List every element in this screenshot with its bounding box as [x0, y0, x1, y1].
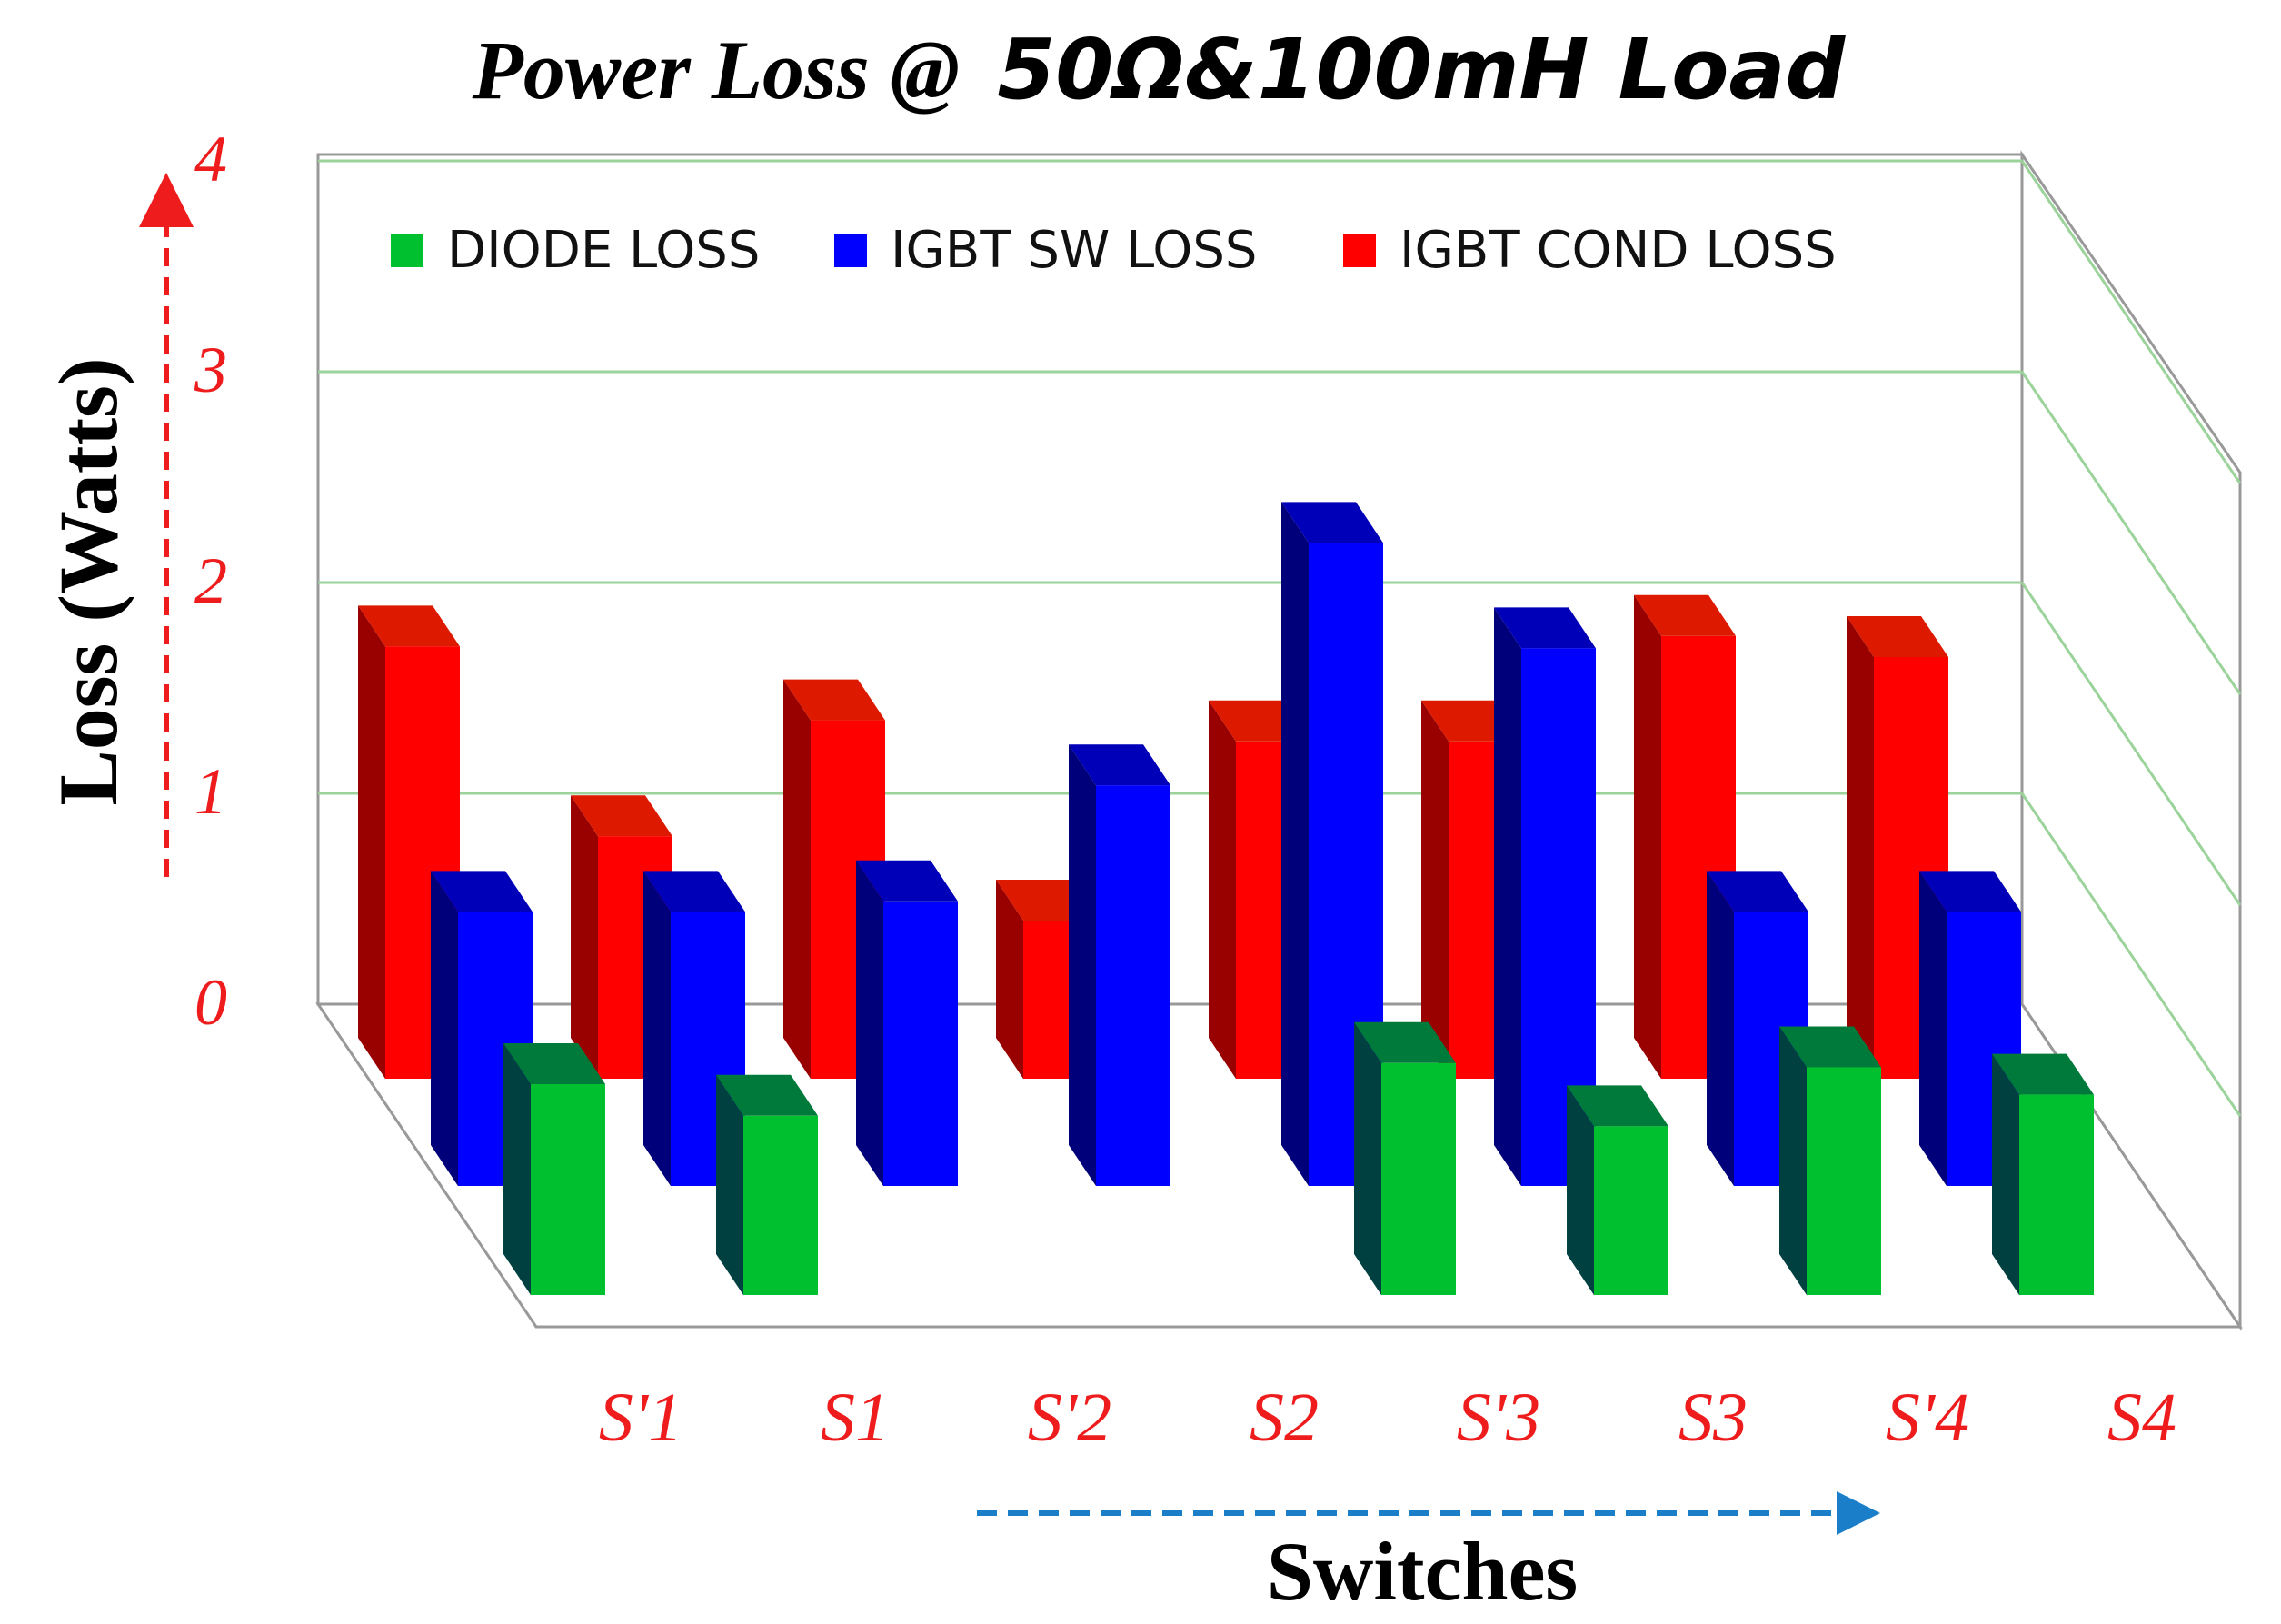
bar-side — [1494, 607, 1521, 1186]
y-tick-label: 0 — [194, 966, 227, 1039]
y-ticks: 0 1 2 3 4 — [194, 123, 227, 1039]
bar-top — [571, 795, 672, 837]
bar — [1567, 1085, 1668, 1295]
legend: DIODE LOSS IGBT SW LOSS IGBT COND LOSS — [391, 221, 1837, 280]
bar — [856, 860, 958, 1186]
bar-top — [1567, 1085, 1668, 1127]
bars — [358, 502, 2094, 1295]
x-tick-label: S2 — [1250, 1380, 1319, 1456]
bar-side — [1069, 744, 1096, 1186]
bar-side — [1354, 1021, 1381, 1295]
bar-top — [1707, 871, 1808, 912]
y-axis-label: Loss (Watts) — [42, 357, 134, 805]
bar-side — [856, 860, 883, 1186]
bar-front — [743, 1115, 818, 1295]
bar — [358, 605, 460, 1079]
bar-side — [783, 679, 811, 1079]
y-tick-label: 3 — [194, 334, 227, 406]
legend-swatch — [834, 234, 867, 267]
legend-swatch — [391, 234, 423, 267]
bar-top — [1634, 594, 1736, 636]
bar-top — [1069, 744, 1170, 786]
y-tick-label: 2 — [194, 544, 227, 617]
bar-top — [1494, 607, 1596, 649]
bar-side — [358, 605, 385, 1079]
x-tick-labels: S'1 S1 S'2 S2 S'3 S3 S'4 S4 — [599, 1380, 2176, 1456]
bar — [503, 1043, 605, 1295]
bar-side — [1209, 700, 1236, 1079]
bar-top — [431, 871, 533, 912]
legend-label: DIODE LOSS — [447, 221, 760, 280]
chart-title-main: Power Loss @ — [472, 24, 961, 116]
bar-side — [1919, 871, 1947, 1186]
chart-title: Power Loss @ 50Ω&100mH Load — [472, 21, 1847, 118]
bar-side — [996, 880, 1023, 1079]
legend-label: IGBT COND LOSS — [1399, 221, 1837, 280]
bar-top — [1779, 1026, 1881, 1068]
legend-swatch — [1343, 234, 1376, 267]
bar-top — [503, 1043, 605, 1084]
bar-side — [571, 795, 598, 1079]
bar-top — [1281, 502, 1383, 543]
x-tick-label: S1 — [821, 1380, 890, 1456]
bar-side — [643, 871, 671, 1186]
y-tick-label: 4 — [194, 123, 227, 195]
bar-top — [1847, 616, 1948, 657]
bar-side — [1847, 616, 1874, 1079]
x-tick-label: S'2 — [1028, 1380, 1111, 1456]
bar-side — [1779, 1026, 1807, 1295]
bar-side — [431, 871, 458, 1186]
legend-label: IGBT SW LOSS — [891, 221, 1257, 280]
x-tick-label: S'4 — [1886, 1380, 1969, 1456]
bar-front — [1096, 785, 1170, 1186]
bar-side — [1634, 594, 1661, 1079]
bar-top — [358, 605, 460, 647]
x-tick-label: S4 — [2107, 1380, 2176, 1456]
chart-title-load: 50Ω&100mH Load — [997, 21, 1846, 118]
bar — [1779, 1026, 1881, 1295]
bar-side — [1281, 502, 1309, 1186]
x-axis-label: Switches — [1267, 1525, 1578, 1618]
bar-top — [1919, 871, 2021, 912]
bar — [1354, 1021, 1456, 1295]
bar-top — [643, 871, 745, 912]
bar-top — [1992, 1053, 2094, 1095]
x-tick-label: S'1 — [599, 1380, 682, 1456]
bar-top — [716, 1074, 818, 1116]
gridline-side — [2020, 582, 2242, 906]
gridline-side — [2020, 160, 2242, 484]
x-tick-label: S'3 — [1457, 1380, 1540, 1456]
bar-front — [1594, 1126, 1668, 1295]
bar-side — [1992, 1053, 2019, 1295]
bar-side — [503, 1043, 531, 1295]
x-tick-label: S3 — [1678, 1380, 1748, 1456]
bar-front — [1807, 1067, 1881, 1295]
bar-side — [1567, 1085, 1594, 1295]
bar — [716, 1074, 818, 1295]
bar-front — [1381, 1062, 1456, 1295]
bar-side — [716, 1074, 743, 1295]
gridline-side — [2020, 792, 2242, 1117]
bar-top — [1354, 1021, 1456, 1063]
gridline-side — [2020, 371, 2242, 695]
bar — [1069, 744, 1170, 1186]
bar — [1847, 616, 1948, 1079]
bar-top — [783, 679, 885, 721]
bar-front — [2019, 1094, 2094, 1295]
bar-side — [1421, 700, 1449, 1079]
y-tick-label: 1 — [194, 755, 227, 828]
bar-side — [1707, 871, 1734, 1186]
bar-top — [856, 860, 958, 902]
bar — [1992, 1053, 2094, 1295]
bar-front — [883, 901, 958, 1186]
bar-front — [531, 1084, 605, 1295]
